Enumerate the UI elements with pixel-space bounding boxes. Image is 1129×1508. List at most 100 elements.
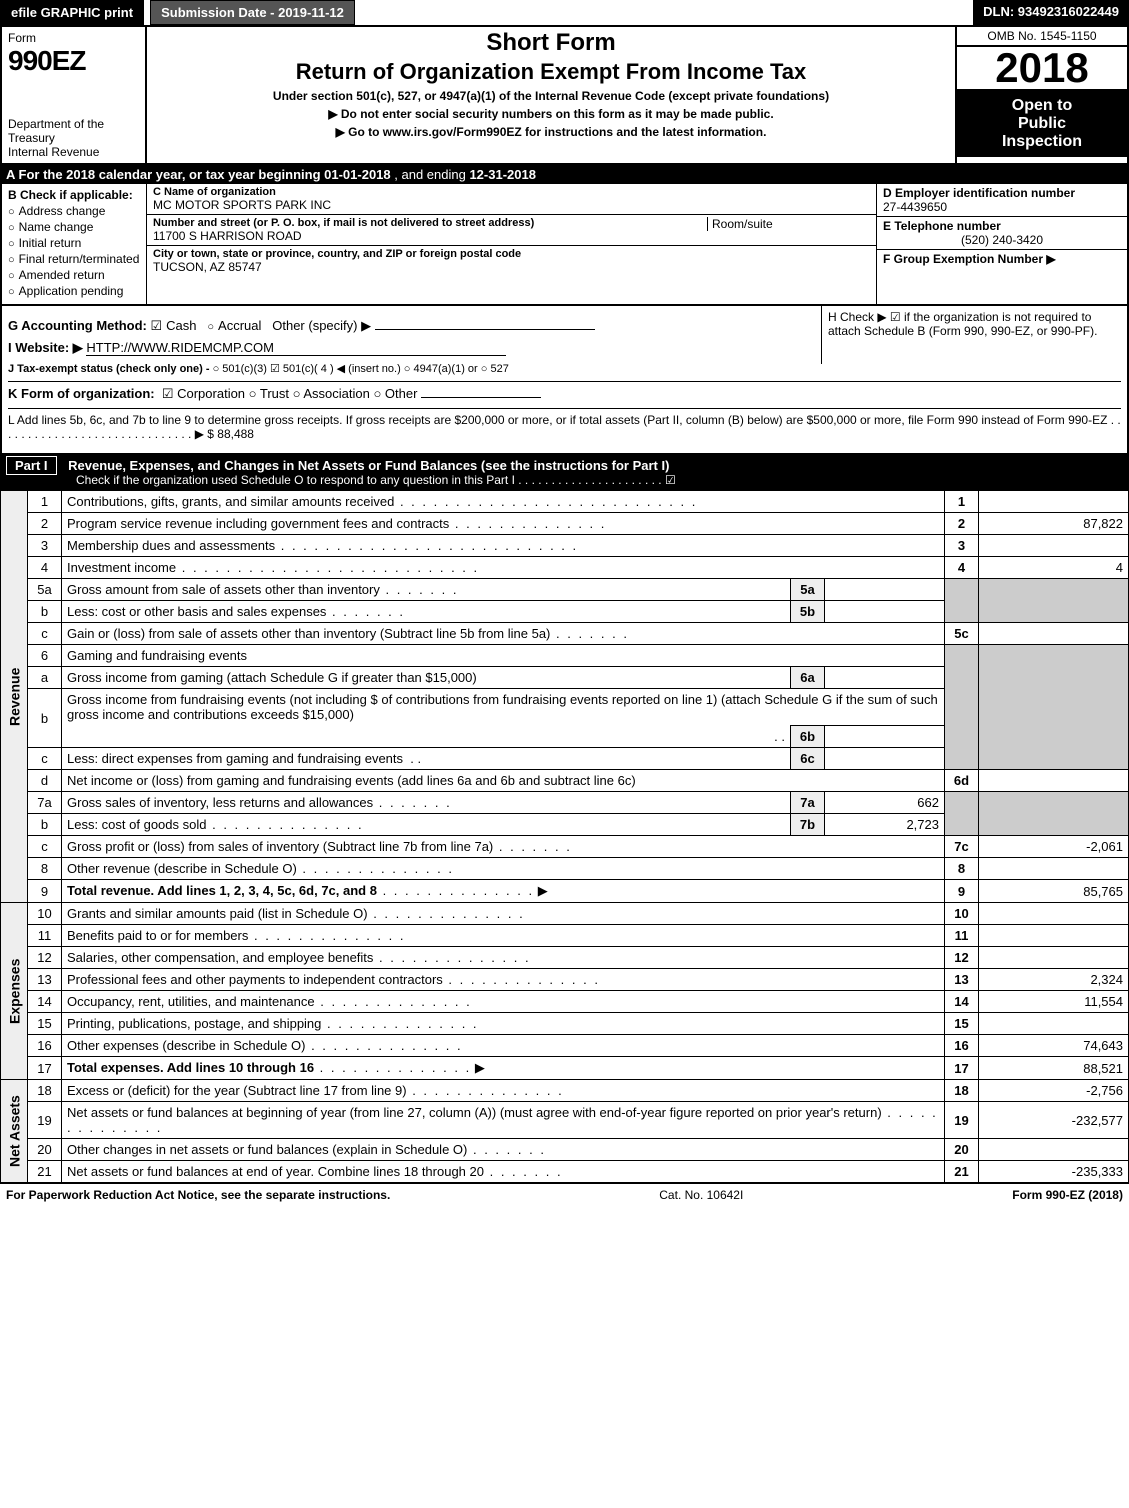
form-subtitle: Under section 501(c), 527, or 4947(a)(1)… bbox=[155, 89, 947, 103]
line-13-desc: Professional fees and other payments to … bbox=[67, 972, 600, 987]
footer-paperwork: For Paperwork Reduction Act Notice, see … bbox=[6, 1188, 390, 1202]
line-11-amt bbox=[979, 925, 1129, 947]
line-4-box: 4 bbox=[945, 557, 979, 579]
line-10-num: 10 bbox=[28, 903, 62, 925]
accounting-accrual[interactable]: Accrual bbox=[207, 318, 261, 333]
line-2-amt: 87,822 bbox=[979, 513, 1129, 535]
line-19-box: 19 bbox=[945, 1102, 979, 1139]
check-initial-return[interactable]: Initial return bbox=[8, 236, 140, 250]
line-5a-desc: Gross amount from sale of assets other t… bbox=[67, 582, 458, 597]
website-label: I Website: ▶ bbox=[8, 340, 83, 355]
website-value[interactable]: HTTP://WWW.RIDEMCMP.COM bbox=[86, 340, 506, 356]
line-18-amt: -2,756 bbox=[979, 1080, 1129, 1102]
org-form-options[interactable]: ☑ Corporation ○ Trust ○ Association ○ Ot… bbox=[162, 386, 418, 401]
line-6c-minibox: 6c bbox=[791, 748, 825, 770]
line-1-box: 1 bbox=[945, 491, 979, 513]
line-3-num: 3 bbox=[28, 535, 62, 557]
line-20-num: 20 bbox=[28, 1139, 62, 1161]
line-21-box: 21 bbox=[945, 1161, 979, 1183]
form-title: Return of Organization Exempt From Incom… bbox=[155, 59, 947, 85]
line-3-amt bbox=[979, 535, 1129, 557]
check-amended-return[interactable]: Amended return bbox=[8, 268, 140, 282]
line-6c-num: c bbox=[28, 748, 62, 770]
line-6a-minival bbox=[825, 667, 945, 689]
part-i-check-o: Check if the organization used Schedule … bbox=[6, 473, 1123, 487]
line-7a-num: 7a bbox=[28, 792, 62, 814]
header-info-block: B Check if applicable: Address change Na… bbox=[0, 184, 1129, 306]
goto-link[interactable]: ▶ Go to www.irs.gov/Form990EZ for instru… bbox=[155, 125, 947, 139]
line-15-desc: Printing, publications, postage, and shi… bbox=[67, 1016, 479, 1031]
line-6-greybox bbox=[945, 645, 979, 770]
line-18-num: 18 bbox=[28, 1080, 62, 1102]
box-h: H Check ▶ ☑ if the organization is not r… bbox=[821, 306, 1121, 364]
check-final-return[interactable]: Final return/terminated bbox=[8, 252, 140, 266]
line-11-num: 11 bbox=[28, 925, 62, 947]
city-value: TUCSON, AZ 85747 bbox=[153, 260, 870, 274]
line-21-desc: Net assets or fund balances at end of ye… bbox=[67, 1164, 563, 1179]
efile-print-button[interactable]: efile GRAPHIC print bbox=[0, 0, 144, 25]
line-7c-desc: Gross profit or (loss) from sales of inv… bbox=[67, 839, 572, 854]
line-l-text: L Add lines 5b, 6c, and 7b to line 9 to … bbox=[8, 413, 1121, 441]
city-label: City or town, state or province, country… bbox=[153, 248, 870, 260]
form-number: 990EZ bbox=[8, 45, 139, 77]
tax-exempt-options[interactable]: ○ 501(c)(3) ☑ 501(c)( 4 ) ◀ (insert no.)… bbox=[213, 363, 509, 375]
ein-value: 27-4439650 bbox=[883, 200, 1121, 214]
footer-formref: Form 990-EZ (2018) bbox=[1012, 1188, 1123, 1202]
line-5a-minival bbox=[825, 579, 945, 601]
line-7b-desc: Less: cost of goods sold bbox=[67, 817, 364, 832]
line-4-desc: Investment income bbox=[67, 560, 479, 575]
line-1-num: 1 bbox=[28, 491, 62, 513]
accounting-other[interactable]: Other (specify) ▶ bbox=[272, 318, 371, 333]
form-header: Form 990EZ Department of the Treasury In… bbox=[0, 27, 1129, 165]
line-21-amt: -235,333 bbox=[979, 1161, 1129, 1183]
line-13-num: 13 bbox=[28, 969, 62, 991]
line-2-num: 2 bbox=[28, 513, 62, 535]
line-5c-amt bbox=[979, 623, 1129, 645]
line-2-desc: Program service revenue including govern… bbox=[67, 516, 606, 531]
org-name-label: C Name of organization bbox=[153, 186, 870, 198]
line-6-greyamt bbox=[979, 645, 1129, 770]
check-name-change[interactable]: Name change bbox=[8, 220, 140, 234]
line-20-box: 20 bbox=[945, 1139, 979, 1161]
phone-value: (520) 240-3420 bbox=[883, 233, 1121, 247]
footer-catno: Cat. No. 10642I bbox=[659, 1188, 743, 1202]
open-to-public: Open to Public Inspection bbox=[957, 91, 1127, 157]
line-14-box: 14 bbox=[945, 991, 979, 1013]
line-13-box: 13 bbox=[945, 969, 979, 991]
tax-year: 2018 bbox=[957, 47, 1127, 91]
line-6b-minival bbox=[825, 726, 945, 748]
street-value: 11700 S HARRISON ROAD bbox=[153, 229, 870, 243]
line-11-desc: Benefits paid to or for members bbox=[67, 928, 406, 943]
line-9-box: 9 bbox=[945, 880, 979, 903]
line-9-num: 9 bbox=[28, 880, 62, 903]
line-5c-desc: Gain or (loss) from sale of assets other… bbox=[67, 626, 629, 641]
tax-year-begin: 01-01-2018 bbox=[324, 167, 391, 182]
line-6d-desc: Net income or (loss) from gaming and fun… bbox=[67, 773, 636, 788]
line-5a-num: 5a bbox=[28, 579, 62, 601]
line-15-amt bbox=[979, 1013, 1129, 1035]
accounting-other-input[interactable] bbox=[375, 329, 595, 330]
org-form-other-input[interactable] bbox=[421, 397, 541, 398]
line-6a-minibox: 6a bbox=[791, 667, 825, 689]
line-6d-amt bbox=[979, 770, 1129, 792]
line-18-box: 18 bbox=[945, 1080, 979, 1102]
line-21-num: 21 bbox=[28, 1161, 62, 1183]
line-16-amt: 74,643 bbox=[979, 1035, 1129, 1057]
no-ssn-note: ▶ Do not enter social security numbers o… bbox=[155, 107, 947, 121]
line-16-box: 16 bbox=[945, 1035, 979, 1057]
line-10-desc: Grants and similar amounts paid (list in… bbox=[67, 906, 525, 921]
line-6b-desc-pre: Gross income from fundraising events (no… bbox=[67, 692, 378, 707]
line-14-amt: 11,554 bbox=[979, 991, 1129, 1013]
box-h-text: H Check ▶ ☑ if the organization is not r… bbox=[828, 310, 1097, 338]
check-address-change[interactable]: Address change bbox=[8, 204, 140, 218]
line-6c-minival bbox=[825, 748, 945, 770]
line-12-desc: Salaries, other compensation, and employ… bbox=[67, 950, 531, 965]
side-expenses: Expenses bbox=[1, 903, 28, 1080]
g-label: G Accounting Method: bbox=[8, 318, 147, 333]
check-application-pending[interactable]: Application pending bbox=[8, 284, 140, 298]
line-8-desc: Other revenue (describe in Schedule O) bbox=[67, 861, 454, 876]
section-a-prefix: A For the 2018 calendar year, or tax yea… bbox=[6, 167, 324, 182]
accounting-cash[interactable]: Cash bbox=[151, 318, 197, 333]
line-5c-box: 5c bbox=[945, 623, 979, 645]
page-footer: For Paperwork Reduction Act Notice, see … bbox=[0, 1183, 1129, 1206]
